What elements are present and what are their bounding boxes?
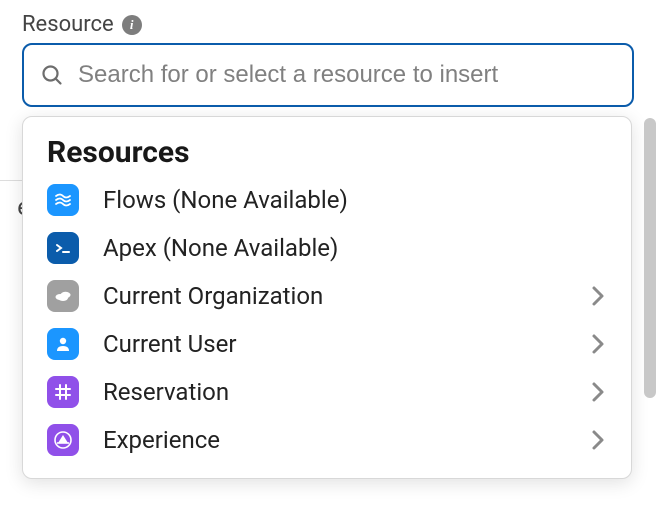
list-item-current-user[interactable]: Current User — [23, 320, 631, 368]
chevron-right-icon — [589, 330, 607, 358]
org-icon — [47, 280, 79, 312]
flows-icon — [47, 184, 79, 216]
info-icon[interactable]: i — [122, 15, 142, 35]
resource-dropdown: Resources Flows (None Available) Apex (N… — [22, 116, 632, 479]
field-label: Resource — [22, 12, 114, 37]
list-item-label: Experience — [103, 426, 565, 454]
list-item-label: Reservation — [103, 378, 565, 406]
search-input[interactable] — [78, 61, 616, 89]
list-item-label: Apex (None Available) — [103, 234, 607, 262]
list-item-apex[interactable]: Apex (None Available) — [23, 224, 631, 272]
chevron-right-icon — [589, 426, 607, 454]
apex-icon — [47, 232, 79, 264]
list-item-label: Current User — [103, 330, 565, 358]
scrollbar-thumb[interactable] — [644, 118, 656, 398]
list-item-current-organization[interactable]: Current Organization — [23, 272, 631, 320]
resource-field: Resource i — [0, 0, 656, 107]
field-label-row: Resource i — [22, 12, 634, 37]
chevron-right-icon — [589, 282, 607, 310]
dropdown-header: Resources — [23, 135, 631, 176]
user-icon — [47, 328, 79, 360]
list-item-label: Current Organization — [103, 282, 565, 310]
search-combobox[interactable] — [22, 43, 634, 107]
list-item-flows[interactable]: Flows (None Available) — [23, 176, 631, 224]
experience-icon — [47, 424, 79, 456]
search-icon — [40, 63, 64, 87]
reservation-icon — [47, 376, 79, 408]
list-item-experience[interactable]: Experience — [23, 416, 631, 464]
list-item-reservation[interactable]: Reservation — [23, 368, 631, 416]
list-item-label: Flows (None Available) — [103, 186, 607, 214]
chevron-right-icon — [589, 378, 607, 406]
